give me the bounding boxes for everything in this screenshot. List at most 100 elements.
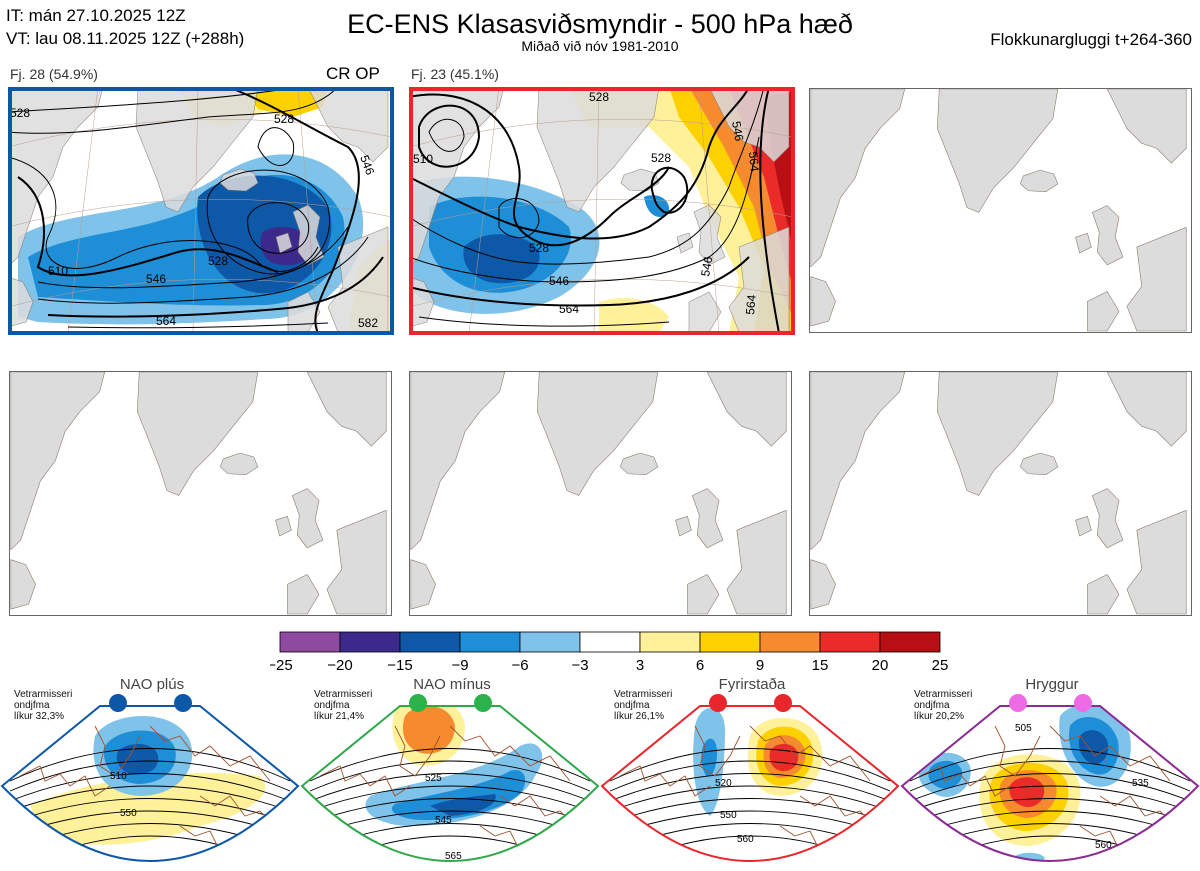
regime-caption: Vetrarmisseri ondjfma líkur 32,3%	[14, 689, 72, 722]
cluster-1-tag: CR OP	[326, 64, 380, 83]
contour-label: 546	[146, 272, 166, 286]
contour-label: 528	[274, 112, 294, 126]
regime-caption-line: ondjfma	[314, 700, 350, 711]
colorbar-tick-label: −25	[270, 657, 293, 674]
colorbar-swatch	[279, 631, 341, 653]
regime-name: NAO plús	[119, 676, 185, 693]
colorbar-swatch	[339, 631, 401, 653]
regime-panel: Vetrarmisseri ondjfma líkur 20,2% Hryggur	[900, 676, 1200, 871]
colorbar-tick-label: 3	[636, 657, 644, 674]
regime-caption-line: Vetrarmisseri	[914, 689, 973, 700]
empty-panel-4	[9, 371, 392, 616]
regime-panel: Vetrarmisseri ondjfma líkur 21,4% NAO mínus	[300, 676, 600, 871]
contour-label: 520	[715, 778, 732, 789]
regime-map: 520 550 560	[600, 694, 900, 862]
contour-label: 565	[445, 851, 462, 862]
regime-dot	[174, 694, 192, 712]
run-info: IT: mán 27.10.2025 12Z VT: lau 08.11.202…	[6, 4, 244, 50]
colorbar-swatch	[579, 631, 641, 653]
regime-dot	[1074, 694, 1092, 712]
colorbar-swatch	[519, 631, 581, 653]
regime-dot	[109, 694, 127, 712]
colorbar-swatch	[699, 631, 761, 653]
contour-label: 550	[120, 808, 137, 819]
colorbar-tick-label: 15	[812, 657, 829, 674]
colorbar-tick-label: 6	[696, 657, 704, 674]
colorbar-tick-label: −3	[571, 657, 588, 674]
regime-caption-line: líkur 21,4%	[314, 711, 365, 722]
contour-label: 528	[208, 254, 228, 268]
colorbar-tick-label: 20	[872, 657, 889, 674]
empty-panel-3	[809, 88, 1192, 333]
regime-caption: Vetrarmisseri ondjfma líkur 26,1%	[614, 689, 672, 722]
regime-caption-line: Vetrarmisseri	[614, 689, 673, 700]
regime-caption-line: líkur 20,2%	[914, 711, 965, 722]
regime-name: NAO mínus	[413, 676, 491, 693]
regime-caption-line: ondjfma	[614, 700, 650, 711]
contour-label: 510	[110, 771, 127, 782]
classification-window: Flokkunargluggi t+264-360	[990, 30, 1192, 49]
contour-label: 546	[729, 120, 746, 142]
page-subtitle: Miðað við nóv 1981-2010	[521, 38, 679, 54]
colorbar-swatch	[759, 631, 821, 653]
colorbar-tick-label: −9	[451, 657, 468, 674]
colorbar-swatch	[399, 631, 461, 653]
contour-label: 545	[435, 815, 452, 826]
page-title: EC-ENS Klasasviðsmyndir - 500 hPa hæð	[347, 9, 853, 39]
regime-name: Hryggur	[1025, 676, 1079, 693]
colorbar-tick-label: 9	[756, 657, 764, 674]
regime-dot	[709, 694, 727, 712]
colorbar-swatch	[459, 631, 521, 653]
colorbar-tick-label: −15	[387, 657, 412, 674]
contour-label: 564	[743, 294, 759, 315]
colorbar-tick-label: −6	[511, 657, 528, 674]
contour-label: 560	[1095, 840, 1112, 851]
cluster-2-label: Fj. 23 (45.1%)	[411, 66, 499, 82]
colorbar-tick-label: −20	[327, 657, 352, 674]
colorbar: −25 −20 −15 −9 −6 −3 3 6 9 15 20 25	[270, 631, 949, 674]
regime-caption-line: líkur 26,1%	[614, 711, 665, 722]
colorbar-swatch	[879, 631, 941, 653]
contour-label: 535	[1132, 778, 1149, 789]
regime-dot	[774, 694, 792, 712]
colorbar-tick-label: 25	[932, 657, 949, 674]
regime-caption-line: Vetrarmisseri	[14, 689, 73, 700]
contour-label: 528	[529, 241, 549, 255]
regime-caption-line: Vetrarmisseri	[314, 689, 373, 700]
contour-label: 510	[48, 264, 68, 278]
contour-label: 546	[698, 255, 715, 277]
cluster-1-map: 528 528 528 546 546 564 582 510	[8, 87, 392, 333]
regime-map: 505 535 560	[900, 694, 1200, 862]
contour-label: 564	[156, 314, 176, 328]
regime-map: 525 545 565	[300, 694, 600, 862]
colorbar-swatch	[639, 631, 701, 653]
cluster-1-label: Fj. 28 (54.9%)	[10, 66, 98, 82]
contour-label: 525	[425, 773, 442, 784]
contour-label: 564	[559, 302, 579, 316]
regime-caption: Vetrarmisseri ondjfma líkur 20,2%	[914, 689, 972, 722]
contour-label: 560	[737, 834, 754, 845]
regime-dot	[474, 694, 492, 712]
contour-label: 546	[357, 153, 377, 177]
empty-panel-5	[409, 371, 792, 616]
regime-panel: Vetrarmisseri ondjfma líkur 26,1% Fyrirstað…	[600, 676, 900, 871]
cluster-1-frame	[8, 87, 394, 335]
contour-label: 550	[720, 810, 737, 821]
regime-dot	[409, 694, 427, 712]
contour-label: 528	[651, 151, 671, 165]
contour-label: 582	[358, 316, 378, 330]
contour-label: 510	[413, 152, 433, 166]
valid-time: VT: lau 08.11.2025 12Z (+288h)	[6, 29, 245, 48]
regime-name: Fyrirstaða	[718, 676, 786, 693]
contour-label: 528	[10, 106, 30, 120]
cluster-2-frame	[409, 87, 795, 335]
contour-label: 528	[589, 90, 609, 104]
regime-panel: Vetrarmisseri ondjfma líkur 32,3% NAO plús	[0, 676, 300, 871]
regime-caption-line: ondjfma	[914, 700, 950, 711]
regime-dot	[1009, 694, 1027, 712]
contour-label: 564	[746, 151, 762, 172]
regime-caption-line: ondjfma	[14, 700, 50, 711]
empty-panel-6	[809, 371, 1192, 616]
regime-caption: Vetrarmisseri ondjfma líkur 21,4%	[314, 689, 372, 722]
colorbar-swatch	[819, 631, 881, 653]
